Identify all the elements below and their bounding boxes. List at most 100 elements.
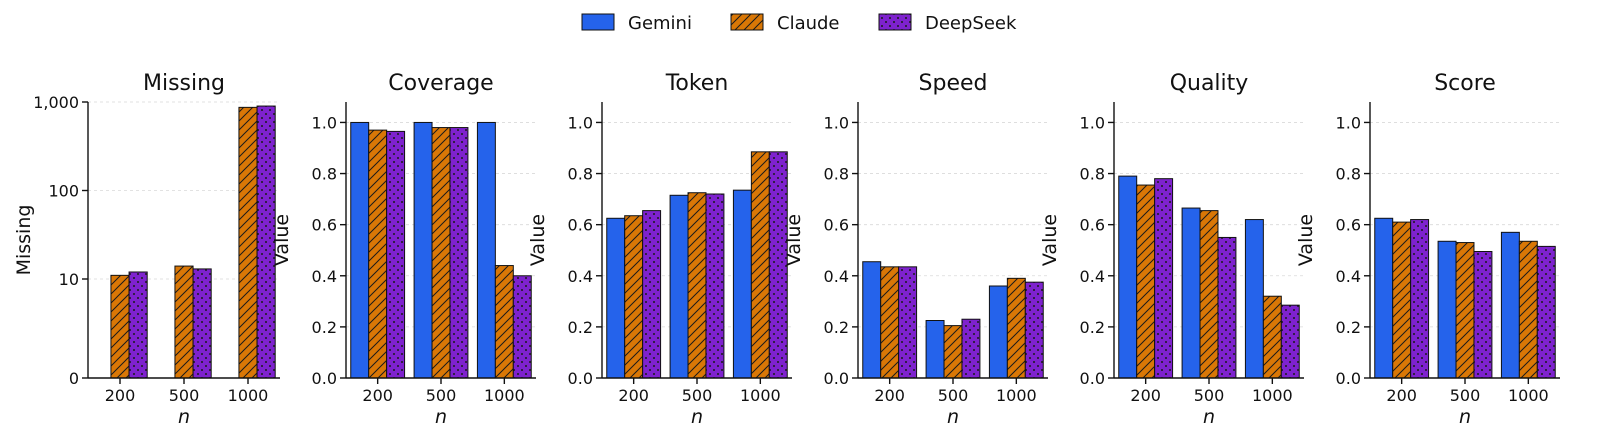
bar-token-gemini-200: [606, 217, 626, 379]
bar-speed-gemini-200: [862, 261, 882, 379]
y-tick-label: 0.6: [824, 216, 849, 235]
x-axis-label: n: [435, 406, 447, 428]
y-tick-label: 0.2: [824, 318, 849, 337]
y-axis-label: Missing: [13, 205, 35, 276]
bar-quality-deepseek-200: [1154, 178, 1174, 379]
bar-quality-deepseek-500: [1217, 236, 1237, 379]
bar-quality-gemini-200: [1118, 175, 1138, 379]
bar-quality-deepseek-1000: [1280, 304, 1300, 379]
panel-title: Missing: [143, 71, 225, 96]
x-tick-label: 1000: [228, 386, 269, 405]
bar-token-claude-500: [687, 192, 707, 379]
bar-speed-claude-500: [943, 325, 963, 379]
bar-coverage-gemini-500: [413, 121, 433, 379]
x-tick-label: 1000: [1252, 386, 1293, 405]
bar-token-gemini-500: [669, 194, 689, 379]
legend-entry-deepseek: DeepSeek: [878, 13, 1017, 34]
legend-label-claude: Claude: [777, 13, 840, 34]
legend-entry-gemini: Gemini: [581, 13, 692, 34]
x-tick-label: 500: [426, 386, 457, 405]
bar-coverage-claude-1000: [494, 265, 514, 379]
bar-speed-claude-1000: [1006, 277, 1026, 379]
y-tick-label: 0.0: [824, 369, 849, 388]
y-tick-label: 100: [48, 182, 79, 201]
y-axis-label: Value: [1295, 214, 1317, 266]
panel-missing: 0 10 100 1,000 200 500 1000 Missing n Missing: [13, 71, 280, 428]
bar-speed-deepseek-500: [961, 318, 981, 379]
y-tick-label: 0.6: [568, 216, 593, 235]
y-tick-label: 0.0: [312, 369, 337, 388]
y-tick-label: 0.4: [568, 267, 593, 286]
x-axis-label: n: [1203, 406, 1215, 428]
bar-coverage-gemini-1000: [476, 121, 496, 379]
bar-score-gemini-500: [1437, 240, 1457, 379]
y-tick-label: 0.2: [312, 318, 337, 337]
bar-score-deepseek-500: [1473, 251, 1493, 379]
x-tick-label: 200: [1386, 386, 1417, 405]
y-tick-label: 10: [59, 270, 79, 289]
y-tick-label: 0.4: [1336, 267, 1361, 286]
bar-token-claude-200: [624, 215, 644, 379]
x-tick-label: 500: [169, 386, 200, 405]
x-tick-label: 1000: [740, 386, 781, 405]
bar-quality-claude-1000: [1262, 295, 1282, 379]
panel-title: Speed: [919, 71, 988, 96]
bar-missing-deepseek-200: [128, 271, 148, 379]
bar-score-gemini-200: [1374, 217, 1394, 379]
y-axis-label: Value: [783, 214, 805, 266]
bar-quality-claude-500: [1199, 210, 1219, 379]
y-tick-label: 1.0: [312, 113, 337, 132]
bar-score-claude-1000: [1518, 240, 1538, 379]
bar-coverage-deepseek-500: [449, 127, 469, 379]
y-tick-label: 1.0: [1336, 113, 1361, 132]
y-tick-label: 0.0: [1336, 369, 1361, 388]
y-tick-label: 1.0: [568, 113, 593, 132]
legend: Gemini Claude DeepSeek: [581, 13, 1017, 34]
bar-missing-claude-500: [174, 265, 194, 379]
panel-title: Score: [1434, 71, 1496, 96]
legend-label-gemini: Gemini: [628, 13, 692, 34]
bar-score-claude-200: [1392, 221, 1412, 379]
bar-score-deepseek-1000: [1536, 245, 1556, 379]
y-tick-label: 0: [69, 369, 79, 388]
bar-score-claude-500: [1455, 242, 1475, 379]
bar-score-deepseek-200: [1410, 219, 1430, 379]
x-tick-label: 1000: [484, 386, 525, 405]
y-tick-label: 0.2: [568, 318, 593, 337]
bar-token-claude-1000: [750, 151, 770, 379]
y-tick-label: 0.2: [1080, 318, 1105, 337]
legend-swatch-gemini: [581, 13, 615, 31]
bar-missing-claude-1000: [238, 106, 258, 379]
panel-coverage: 0.0 0.2 0.4 0.6 0.8 1.0 200 500 1000 Coverage n Val…: [271, 71, 536, 428]
bar-quality-claude-200: [1136, 184, 1156, 379]
x-tick-label: 1000: [1508, 386, 1549, 405]
panel-title: Token: [665, 71, 729, 96]
y-tick-label: 0.6: [312, 216, 337, 235]
bar-token-deepseek-200: [642, 210, 662, 379]
legend-label-deepseek: DeepSeek: [925, 13, 1017, 34]
bar-missing-claude-200: [110, 274, 130, 379]
x-tick-label: 500: [938, 386, 969, 405]
y-tick-label: 1.0: [824, 113, 849, 132]
y-tick-label: 0.8: [1336, 165, 1361, 184]
y-tick-label: 0.8: [1080, 165, 1105, 184]
x-tick-label: 500: [1450, 386, 1481, 405]
legend-swatch-deepseek: [878, 13, 912, 31]
bar-missing-deepseek-500: [192, 268, 212, 379]
y-axis-label: Value: [1039, 214, 1061, 266]
bar-quality-gemini-500: [1181, 207, 1201, 379]
x-tick-label: 1000: [996, 386, 1037, 405]
y-tick-label: 0.6: [1080, 216, 1105, 235]
y-tick-label: 1.0: [1080, 113, 1105, 132]
y-tick-label: 0.6: [1336, 216, 1361, 235]
y-tick-label: 0.8: [312, 165, 337, 184]
y-tick-label: 0.2: [1336, 318, 1361, 337]
y-tick-label: 0.4: [312, 267, 337, 286]
bar-coverage-claude-500: [431, 127, 451, 379]
bar-coverage-deepseek-200: [386, 130, 406, 379]
panel-token: 0.0 0.2 0.4 0.6 0.8 1.0 200 500 1000 Token n Value: [527, 71, 792, 428]
bar-speed-gemini-1000: [988, 285, 1008, 379]
x-axis-label: n: [691, 406, 703, 428]
bar-coverage-gemini-200: [350, 121, 370, 379]
